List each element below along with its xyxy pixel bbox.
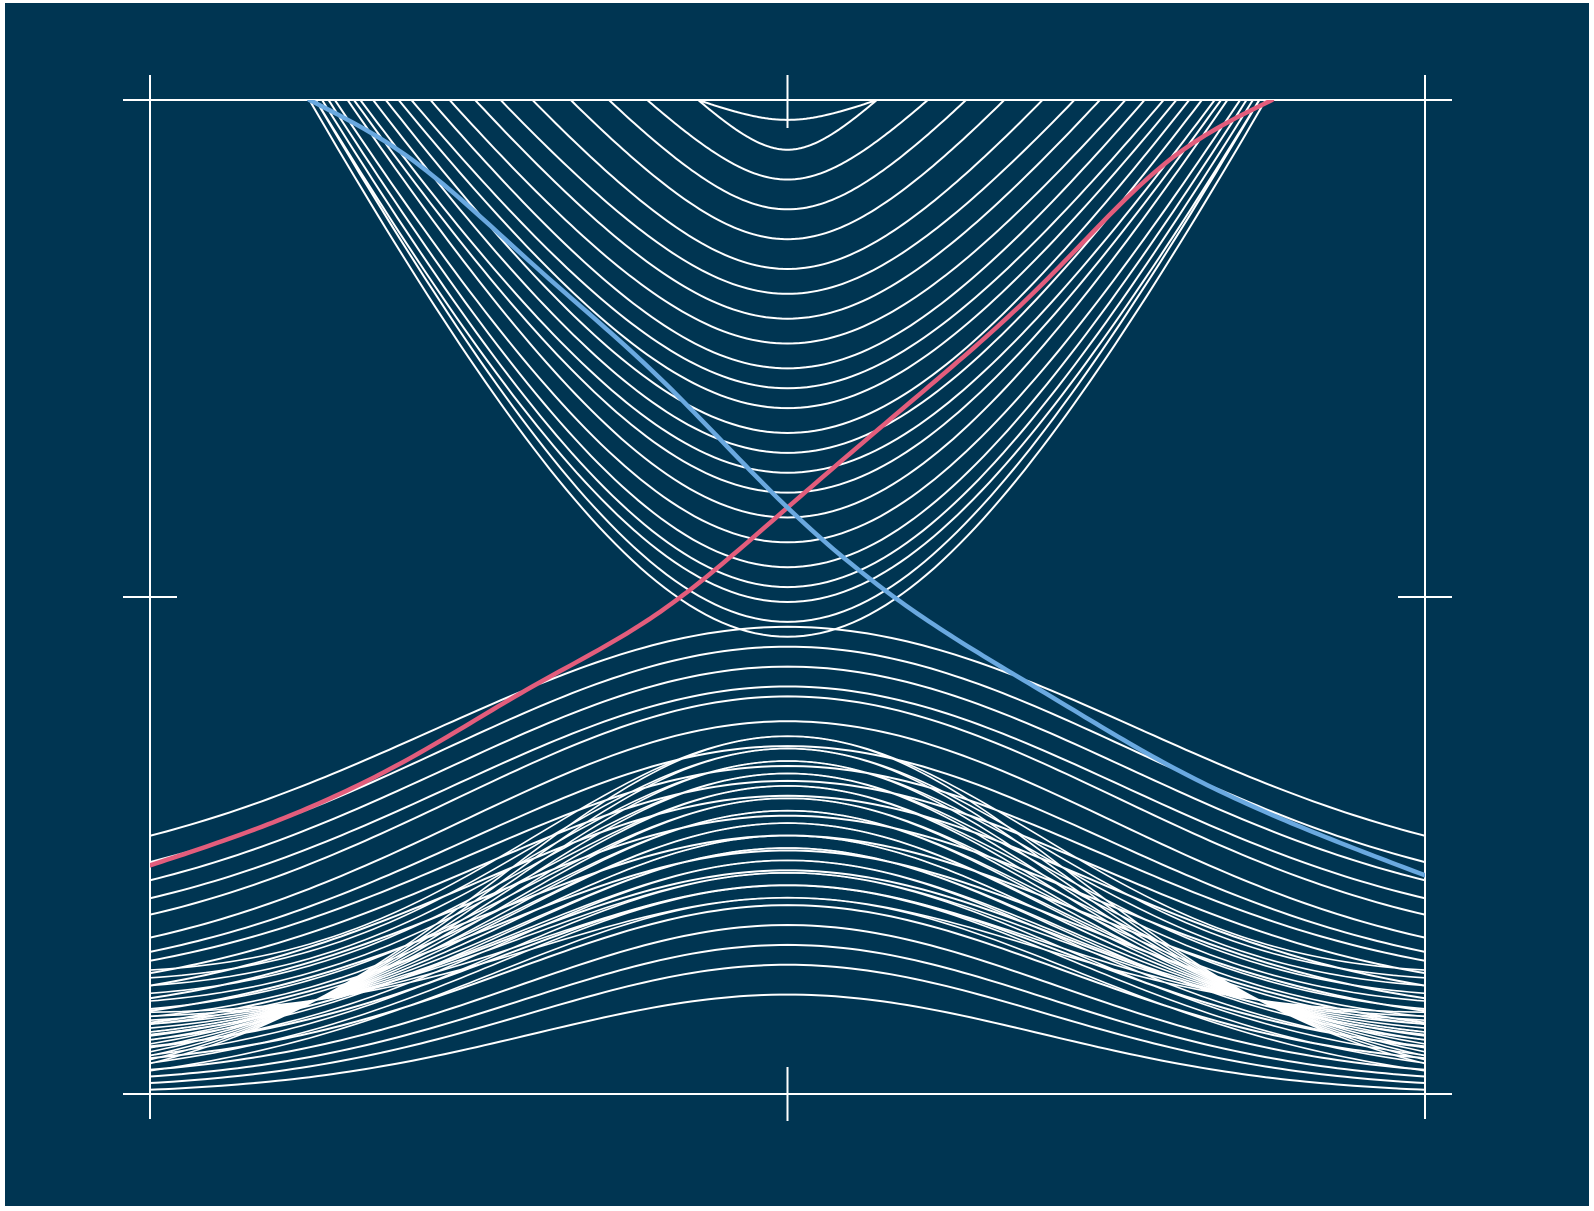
valence-band-line (150, 834, 1425, 1033)
conduction-band-line (696, 100, 879, 151)
chart-panel (5, 3, 1589, 1206)
conduction-band-line (320, 100, 1255, 589)
conduction-band-line (473, 100, 1102, 320)
conduction-band-line (410, 100, 1165, 390)
conduction-band-line (645, 100, 930, 181)
valence-band-line (150, 809, 1425, 1041)
band-structure-chart (5, 3, 1589, 1206)
conduction-band-line (531, 100, 1044, 271)
valence-band-line (150, 923, 1425, 1071)
valence-band-line (150, 785, 1425, 1049)
valence-band-line (150, 794, 1425, 987)
valence-band-line (150, 625, 1425, 837)
valence-band-line (150, 814, 1425, 1000)
valence-band-line (150, 685, 1425, 900)
valence-band-line (150, 884, 1425, 1064)
conduction-band-line (371, 100, 1204, 454)
conduction-band-line (314, 100, 1261, 604)
conduction-band-line (333, 100, 1242, 544)
valence-band-line (150, 745, 1425, 953)
valence-band-line (150, 904, 1425, 1060)
conduction-band-line (569, 100, 1006, 241)
conduction-band-line (448, 100, 1127, 345)
edge-states (150, 100, 1425, 878)
valence-band-line (150, 797, 1425, 1045)
valence-band-line (150, 896, 1425, 1072)
conduction-band-line (327, 100, 1248, 569)
conduction-band-line (397, 100, 1178, 410)
conduction-band-line (429, 100, 1146, 370)
valence-band-line (150, 871, 1425, 1057)
conduction-band-line (359, 100, 1216, 474)
valence-band-line (150, 747, 1425, 1061)
conduction-band-line (695, 100, 880, 121)
valence-band-line (150, 720, 1425, 939)
edge-state-down-line (307, 100, 1425, 878)
conduction-band-line (308, 100, 1267, 638)
conduction-band-line (384, 100, 1191, 435)
bulk-bands (150, 100, 1425, 1091)
valence-band-line (150, 779, 1425, 975)
conduction-band-line (499, 100, 1076, 295)
valence-band-line (150, 665, 1425, 882)
plot-frame (123, 75, 1452, 1121)
valence-band-line (150, 760, 1425, 1057)
valence-band-line (150, 943, 1425, 1078)
valence-band-line (150, 993, 1425, 1091)
conduction-band-line (352, 100, 1223, 494)
valence-band-line (150, 963, 1425, 1084)
edge-state-up-line (150, 100, 1275, 868)
valence-band-line (150, 859, 1425, 1049)
conduction-band-line (314, 100, 1261, 623)
valence-band-line (150, 764, 1425, 962)
valence-band-line (150, 822, 1425, 1037)
valence-band-line (150, 695, 1425, 916)
conduction-band-line (346, 100, 1229, 519)
conduction-band-line (607, 100, 968, 211)
valence-band-line (150, 735, 1425, 1065)
